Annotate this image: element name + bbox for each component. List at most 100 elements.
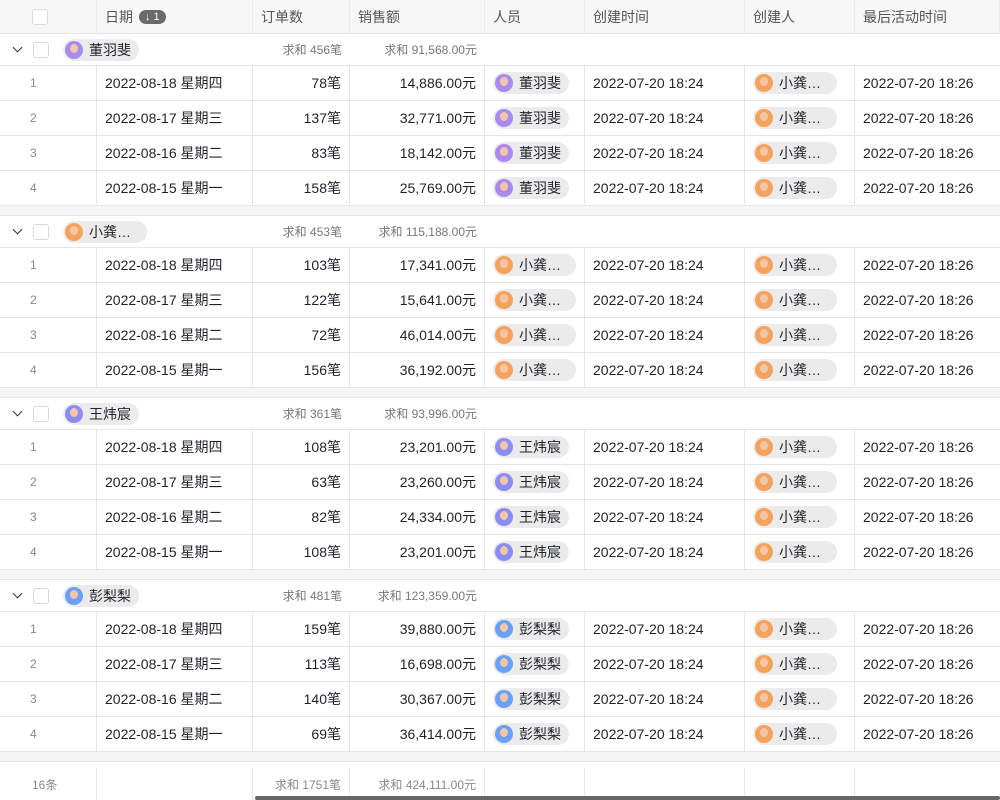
person-cell[interactable]: 王炜宸 [485,430,585,464]
sales-cell[interactable]: 32,771.00元 [350,101,485,135]
person-chip[interactable]: 小龚同学 [753,653,837,675]
person-cell[interactable]: 小龚同学 [485,248,585,282]
date-cell[interactable]: 2022-08-16 星期二 [97,136,253,170]
date-cell[interactable]: 2022-08-16 星期二 [97,682,253,716]
orders-cell[interactable]: 72笔 [253,318,350,352]
sales-cell[interactable]: 23,201.00元 [350,535,485,569]
sales-cell[interactable]: 18,142.00元 [350,136,485,170]
column-last-active[interactable]: 最后活动时间 [855,0,1000,33]
orders-cell[interactable]: 82笔 [253,500,350,534]
group-checkbox[interactable] [33,223,49,240]
person-chip[interactable]: 小龚同学 [753,436,837,458]
person-chip[interactable]: 董羽斐 [493,142,569,164]
column-creator[interactable]: 创建人 [745,0,855,33]
chevron-down-icon[interactable] [12,588,23,599]
date-cell[interactable]: 2022-08-15 星期一 [97,717,253,751]
person-cell[interactable]: 王炜宸 [485,500,585,534]
column-orders[interactable]: 订单数 [253,0,350,33]
sales-cell[interactable]: 23,260.00元 [350,465,485,499]
orders-cell[interactable]: 158笔 [253,171,350,205]
person-chip[interactable]: 小龚同学 [753,254,837,276]
orders-cell[interactable]: 78笔 [253,66,350,100]
person-chip[interactable]: 小龚同学 [753,177,837,199]
table-row[interactable]: 1 2022-08-18 星期四 78笔 14,886.00元 董羽斐 2022-07-2… [0,66,1000,101]
table-row[interactable]: 3 2022-08-16 星期二 82笔 24,334.00元 王炜宸 2022-07-2… [0,500,1000,535]
horizontal-scrollbar[interactable] [255,796,1000,800]
person-chip[interactable]: 小龚同学 [493,324,576,346]
table-row[interactable]: 2 2022-08-17 星期三 63笔 23,260.00元 王炜宸 2022-07-2… [0,465,1000,500]
person-chip[interactable]: 董羽斐 [493,177,569,199]
column-person[interactable]: 人员 [485,0,585,33]
orders-cell[interactable]: 83笔 [253,136,350,170]
orders-cell[interactable]: 108笔 [253,430,350,464]
person-chip[interactable]: 王炜宸 [493,471,569,493]
person-chip[interactable]: 彭梨梨 [493,688,569,710]
column-date[interactable]: 日期 ↓ 1 [97,0,253,33]
person-cell[interactable]: 彭梨梨 [485,717,585,751]
date-cell[interactable]: 2022-08-15 星期一 [97,353,253,387]
orders-cell[interactable]: 156笔 [253,353,350,387]
table-row[interactable]: 3 2022-08-16 星期二 140笔 30,367.00元 彭梨梨 2022-07-… [0,682,1000,717]
person-cell[interactable]: 小龚同学 [485,353,585,387]
table-row[interactable]: 3 2022-08-16 星期二 83笔 18,142.00元 董羽斐 2022-07-2… [0,136,1000,171]
sales-cell[interactable]: 24,334.00元 [350,500,485,534]
person-chip[interactable]: 小龚同学 [753,506,837,528]
table-row[interactable]: 2 2022-08-17 星期三 137笔 32,771.00元 董羽斐 2022-07-… [0,101,1000,136]
person-chip[interactable]: 王炜宸 [493,436,569,458]
person-chip[interactable]: 小龚同学 [753,359,837,381]
person-chip[interactable]: 小龚同学 [753,142,837,164]
person-chip[interactable]: 董羽斐 [493,72,569,94]
orders-cell[interactable]: 69笔 [253,717,350,751]
sales-cell[interactable]: 36,414.00元 [350,717,485,751]
group-checkbox[interactable] [33,405,49,422]
table-row[interactable]: 4 2022-08-15 星期一 108笔 23,201.00元 王炜宸 2022-07-… [0,535,1000,570]
orders-cell[interactable]: 140笔 [253,682,350,716]
table-row[interactable]: 4 2022-08-15 星期一 158笔 25,769.00元 董羽斐 2022-07-… [0,171,1000,206]
table-row[interactable]: 1 2022-08-18 星期四 108笔 23,201.00元 王炜宸 2022-07-… [0,430,1000,465]
date-cell[interactable]: 2022-08-15 星期一 [97,171,253,205]
date-cell[interactable]: 2022-08-17 星期三 [97,647,253,681]
date-cell[interactable]: 2022-08-18 星期四 [97,248,253,282]
date-cell[interactable]: 2022-08-17 星期三 [97,283,253,317]
date-cell[interactable]: 2022-08-15 星期一 [97,535,253,569]
person-cell[interactable]: 王炜宸 [485,465,585,499]
date-cell[interactable]: 2022-08-18 星期四 [97,430,253,464]
person-cell[interactable]: 董羽斐 [485,101,585,135]
person-cell[interactable]: 彭梨梨 [485,682,585,716]
person-chip[interactable]: 小龚同学 [753,541,837,563]
person-chip[interactable]: 小龚同学 [753,107,837,129]
person-cell[interactable]: 小龚同学 [485,283,585,317]
person-chip[interactable]: 小龚同学 [493,254,576,276]
person-chip[interactable]: 小龚同学 [753,471,837,493]
orders-cell[interactable]: 137笔 [253,101,350,135]
person-cell[interactable]: 彭梨梨 [485,647,585,681]
date-cell[interactable]: 2022-08-16 星期二 [97,318,253,352]
person-chip[interactable]: 小龚同学 [63,220,147,243]
person-chip[interactable]: 小龚同学 [493,289,576,311]
sales-cell[interactable]: 15,641.00元 [350,283,485,317]
person-chip[interactable]: 彭梨梨 [493,618,569,640]
person-chip[interactable]: 王炜宸 [493,541,569,563]
sales-cell[interactable]: 30,367.00元 [350,682,485,716]
sort-badge[interactable]: ↓ 1 [139,9,166,24]
orders-cell[interactable]: 122笔 [253,283,350,317]
orders-cell[interactable]: 159笔 [253,612,350,646]
date-cell[interactable]: 2022-08-17 星期三 [97,465,253,499]
sales-cell[interactable]: 25,769.00元 [350,171,485,205]
person-cell[interactable]: 彭梨梨 [485,612,585,646]
person-chip[interactable]: 小龚同学 [493,359,576,381]
sales-cell[interactable]: 16,698.00元 [350,647,485,681]
person-cell[interactable]: 董羽斐 [485,66,585,100]
column-sales[interactable]: 销售额 [350,0,485,33]
sales-cell[interactable]: 14,886.00元 [350,66,485,100]
sales-cell[interactable]: 36,192.00元 [350,353,485,387]
person-chip[interactable]: 小龚同学 [753,618,837,640]
table-row[interactable]: 2 2022-08-17 星期三 113笔 16,698.00元 彭梨梨 2022-07-… [0,647,1000,682]
date-cell[interactable]: 2022-08-17 星期三 [97,101,253,135]
orders-cell[interactable]: 103笔 [253,248,350,282]
person-chip[interactable]: 小龚同学 [753,72,837,94]
date-cell[interactable]: 2022-08-18 星期四 [97,66,253,100]
